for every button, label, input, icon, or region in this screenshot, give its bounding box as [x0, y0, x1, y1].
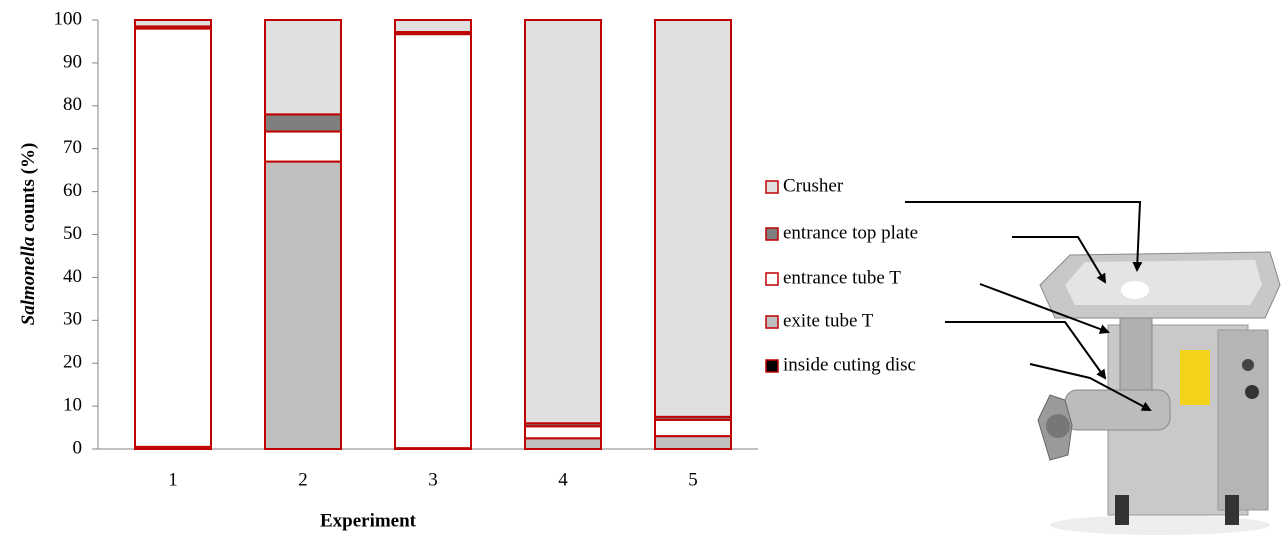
bar-segment: [524, 437, 602, 450]
bar-segment: [654, 435, 732, 451]
y-tick-label: 30: [63, 309, 82, 330]
bar-segment: [264, 19, 342, 116]
bar-segment: [264, 160, 342, 450]
bar-segment: [394, 33, 472, 450]
bar-segment: [134, 27, 212, 448]
y-axis-label: Salmonella counts (%): [18, 143, 39, 326]
x-tick-label: 3: [428, 469, 438, 490]
grinder-illustration: [1037, 251, 1281, 535]
legend-swatch: [765, 359, 779, 373]
bar-segment: [264, 113, 342, 133]
legend-label: inside cuting disc: [783, 354, 916, 375]
bar-segment: [524, 19, 602, 425]
x-tick-label: 1: [168, 469, 178, 490]
y-tick-label: 80: [63, 94, 82, 115]
x-tick-label: 5: [688, 469, 698, 490]
legend-label: exite tube T: [783, 310, 874, 331]
bar-segment: [654, 418, 732, 438]
bar-segment: [264, 130, 342, 163]
y-tick-label: 50: [63, 223, 82, 244]
y-tick-label: 40: [63, 266, 82, 287]
y-tick-label: 10: [63, 394, 82, 415]
bar-segment: [394, 19, 472, 34]
y-tick-label: 100: [54, 8, 83, 29]
legend-label: entrance top plate: [783, 222, 918, 243]
y-axis-label-italic: Salmonella: [18, 236, 39, 325]
x-tick-label: 2: [298, 469, 308, 490]
y-tick-label: 60: [63, 180, 82, 201]
bar-segment: [524, 425, 602, 440]
bar-segment: [654, 19, 732, 418]
bar-segment: [134, 19, 212, 28]
y-tick-label: 0: [73, 437, 83, 458]
callout-arrows: [905, 201, 1152, 411]
y-tick-label: 20: [63, 352, 82, 373]
legend-swatch: [765, 180, 779, 194]
legend-swatch: [765, 227, 779, 241]
legend-label: Crusher: [783, 175, 844, 196]
legend-label: entrance tube T: [783, 267, 901, 288]
x-tick-label: 4: [558, 469, 568, 490]
y-tick-label: 90: [63, 51, 82, 72]
legend-swatch: [765, 272, 779, 286]
x-axis-label: Experiment: [320, 510, 417, 531]
legend-swatch: [765, 315, 779, 329]
y-tick-label: 70: [63, 137, 82, 158]
y-axis-label-rest: counts (%): [18, 143, 39, 232]
